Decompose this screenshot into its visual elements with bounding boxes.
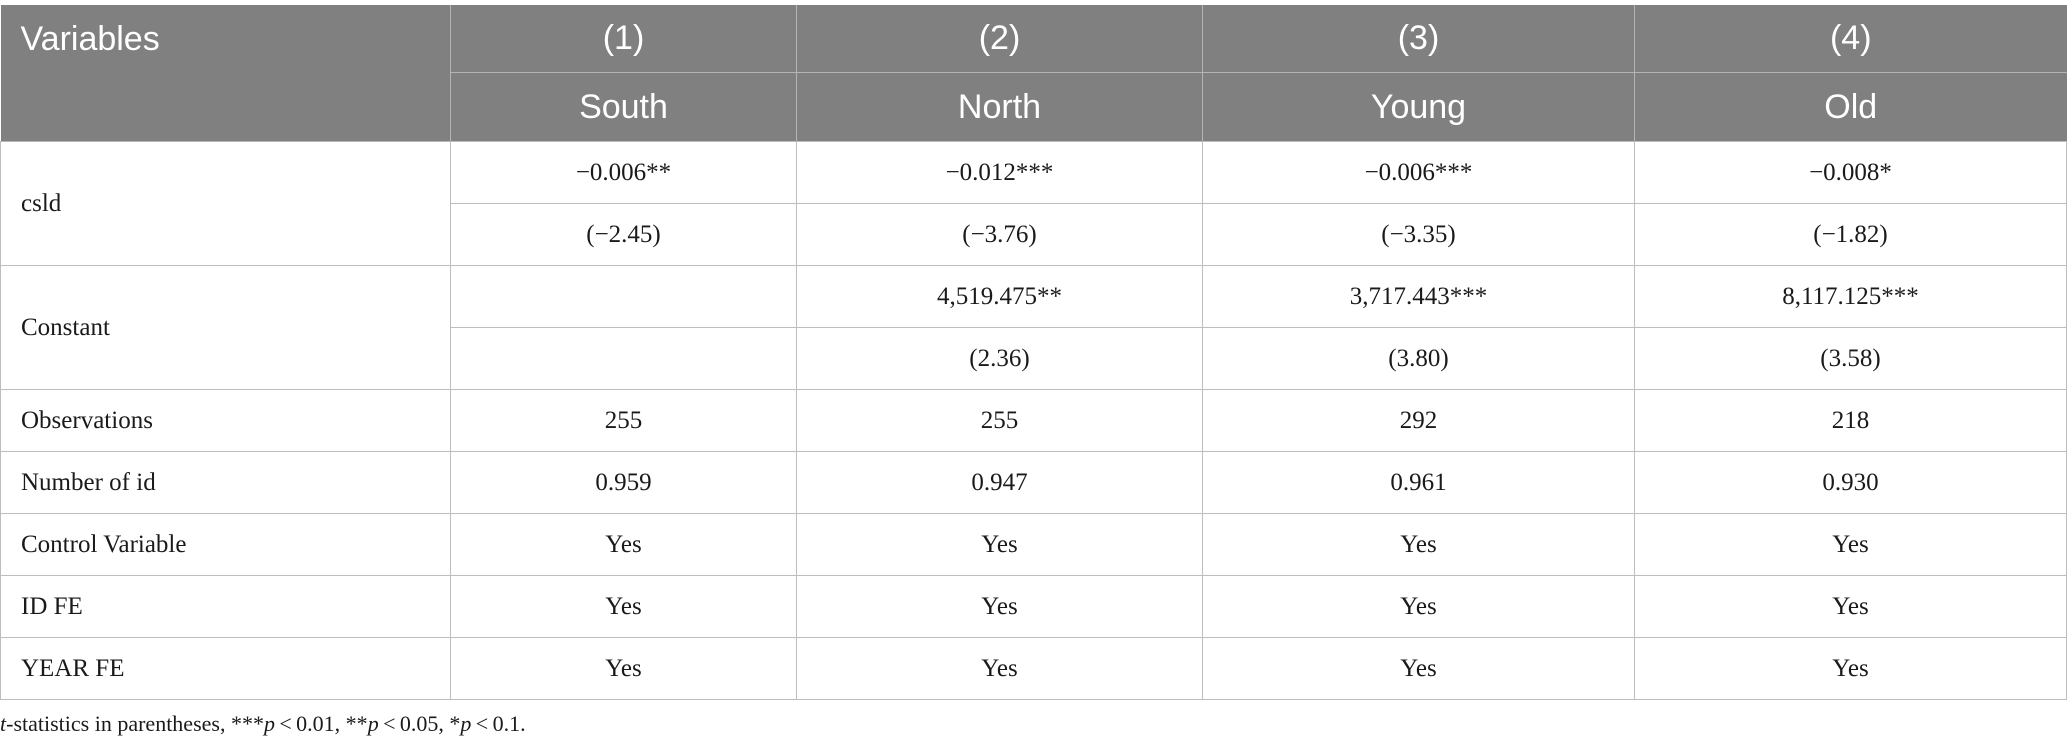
cell: 3,717.443*** xyxy=(1202,265,1635,328)
column-number-3: (3) xyxy=(1202,5,1635,73)
column-number-2: (2) xyxy=(796,5,1203,73)
cell: Yes xyxy=(1634,637,2067,700)
row-label-control-variable: Control Variable xyxy=(0,513,451,576)
column-name-young: Young xyxy=(1202,72,1635,142)
cell: 4,519.475** xyxy=(796,265,1203,328)
row-label-observations: Observations xyxy=(0,389,451,452)
footnote-p-italic: p xyxy=(263,711,275,736)
row-label-constant: Constant xyxy=(0,265,451,390)
table-body: csld −0.006** −0.012*** −0.006*** −0.008… xyxy=(0,141,2067,700)
cell: Yes xyxy=(450,637,797,700)
footnote-text: < 0.01, ** xyxy=(274,711,368,736)
table-row-year-fe: YEAR FE Yes Yes Yes Yes xyxy=(0,637,2067,700)
table-row-constant-tstat: (2.36) (3.80) (3.58) xyxy=(1,327,2067,390)
cell: −0.006** xyxy=(450,141,797,204)
cell: 292 xyxy=(1202,389,1635,452)
column-name-south: South xyxy=(450,72,797,142)
cell: 0.930 xyxy=(1634,451,2067,514)
cell: Yes xyxy=(796,513,1203,576)
cell: 0.959 xyxy=(450,451,797,514)
column-number-4: (4) xyxy=(1634,5,2067,73)
column-name-old: Old xyxy=(1634,72,2067,142)
cell: (2.36) xyxy=(796,327,1203,390)
table-row-csld-tstat: (−2.45) (−3.76) (−3.35) (−1.82) xyxy=(1,203,2067,266)
cell: (−3.35) xyxy=(1202,203,1635,266)
cell: Yes xyxy=(1202,575,1635,638)
regression-results-table: Variables (1) (2) (3) (4) South North Yo… xyxy=(0,5,2067,700)
table-row-number-of-id: Number of id 0.959 0.947 0.961 0.930 xyxy=(0,451,2067,514)
row-label-number-of-id: Number of id xyxy=(0,451,451,514)
cell: −0.008* xyxy=(1634,141,2067,204)
cell: (−1.82) xyxy=(1634,203,2067,266)
cell: Yes xyxy=(1634,575,2067,638)
cell: (−2.45) xyxy=(450,203,797,266)
cell: (3.58) xyxy=(1634,327,2067,390)
cell: (−3.76) xyxy=(796,203,1203,266)
cell: (3.80) xyxy=(1202,327,1635,390)
cell: Yes xyxy=(1202,637,1635,700)
cell: 0.961 xyxy=(1202,451,1635,514)
cell: 218 xyxy=(1634,389,2067,452)
column-name-north: North xyxy=(796,72,1203,142)
cell: 255 xyxy=(796,389,1203,452)
variables-header: Variables xyxy=(0,5,451,142)
cell: −0.006*** xyxy=(1202,141,1635,204)
cell: 0.947 xyxy=(796,451,1203,514)
cell: Yes xyxy=(450,513,797,576)
row-label-csld: csld xyxy=(0,141,451,266)
table-row-constant-coef: Constant 4,519.475** 3,717.443*** 8,117.… xyxy=(0,265,2067,390)
cell: Yes xyxy=(450,575,797,638)
cell: Yes xyxy=(1634,513,2067,576)
table-row-observations: Observations 255 255 292 218 xyxy=(0,389,2067,452)
table-row-csld-coef: csld −0.006** −0.012*** −0.006*** −0.008… xyxy=(0,141,2067,266)
cell xyxy=(450,327,797,390)
header-row-numbers: Variables (1) (2) (3) (4) xyxy=(0,5,2067,142)
header-row-names: South North Young Old xyxy=(1,72,2067,142)
table-row-control-variable: Control Variable Yes Yes Yes Yes xyxy=(0,513,2067,576)
row-label-year-fe: YEAR FE xyxy=(0,637,451,700)
footnote-p-italic: p xyxy=(367,711,379,736)
table-row-id-fe: ID FE Yes Yes Yes Yes xyxy=(0,575,2067,638)
table-header: Variables (1) (2) (3) (4) South North Yo… xyxy=(0,5,2067,142)
cell xyxy=(450,265,797,328)
cell: 255 xyxy=(450,389,797,452)
cell: 8,117.125*** xyxy=(1634,265,2067,328)
column-number-1: (1) xyxy=(450,5,797,73)
row-label-id-fe: ID FE xyxy=(0,575,451,638)
footnote-p-italic: p xyxy=(460,711,472,736)
footnote-text: < 0.05, * xyxy=(378,711,461,736)
cell: −0.012*** xyxy=(796,141,1203,204)
table-footnote: t-statistics in parentheses, ***p < 0.01… xyxy=(0,711,526,737)
footnote-text: -statistics in parentheses, *** xyxy=(6,711,264,736)
footnote-t-italic: t xyxy=(0,711,7,736)
cell: Yes xyxy=(796,575,1203,638)
cell: Yes xyxy=(796,637,1203,700)
cell: Yes xyxy=(1202,513,1635,576)
footnote-text: < 0.1. xyxy=(471,711,526,736)
